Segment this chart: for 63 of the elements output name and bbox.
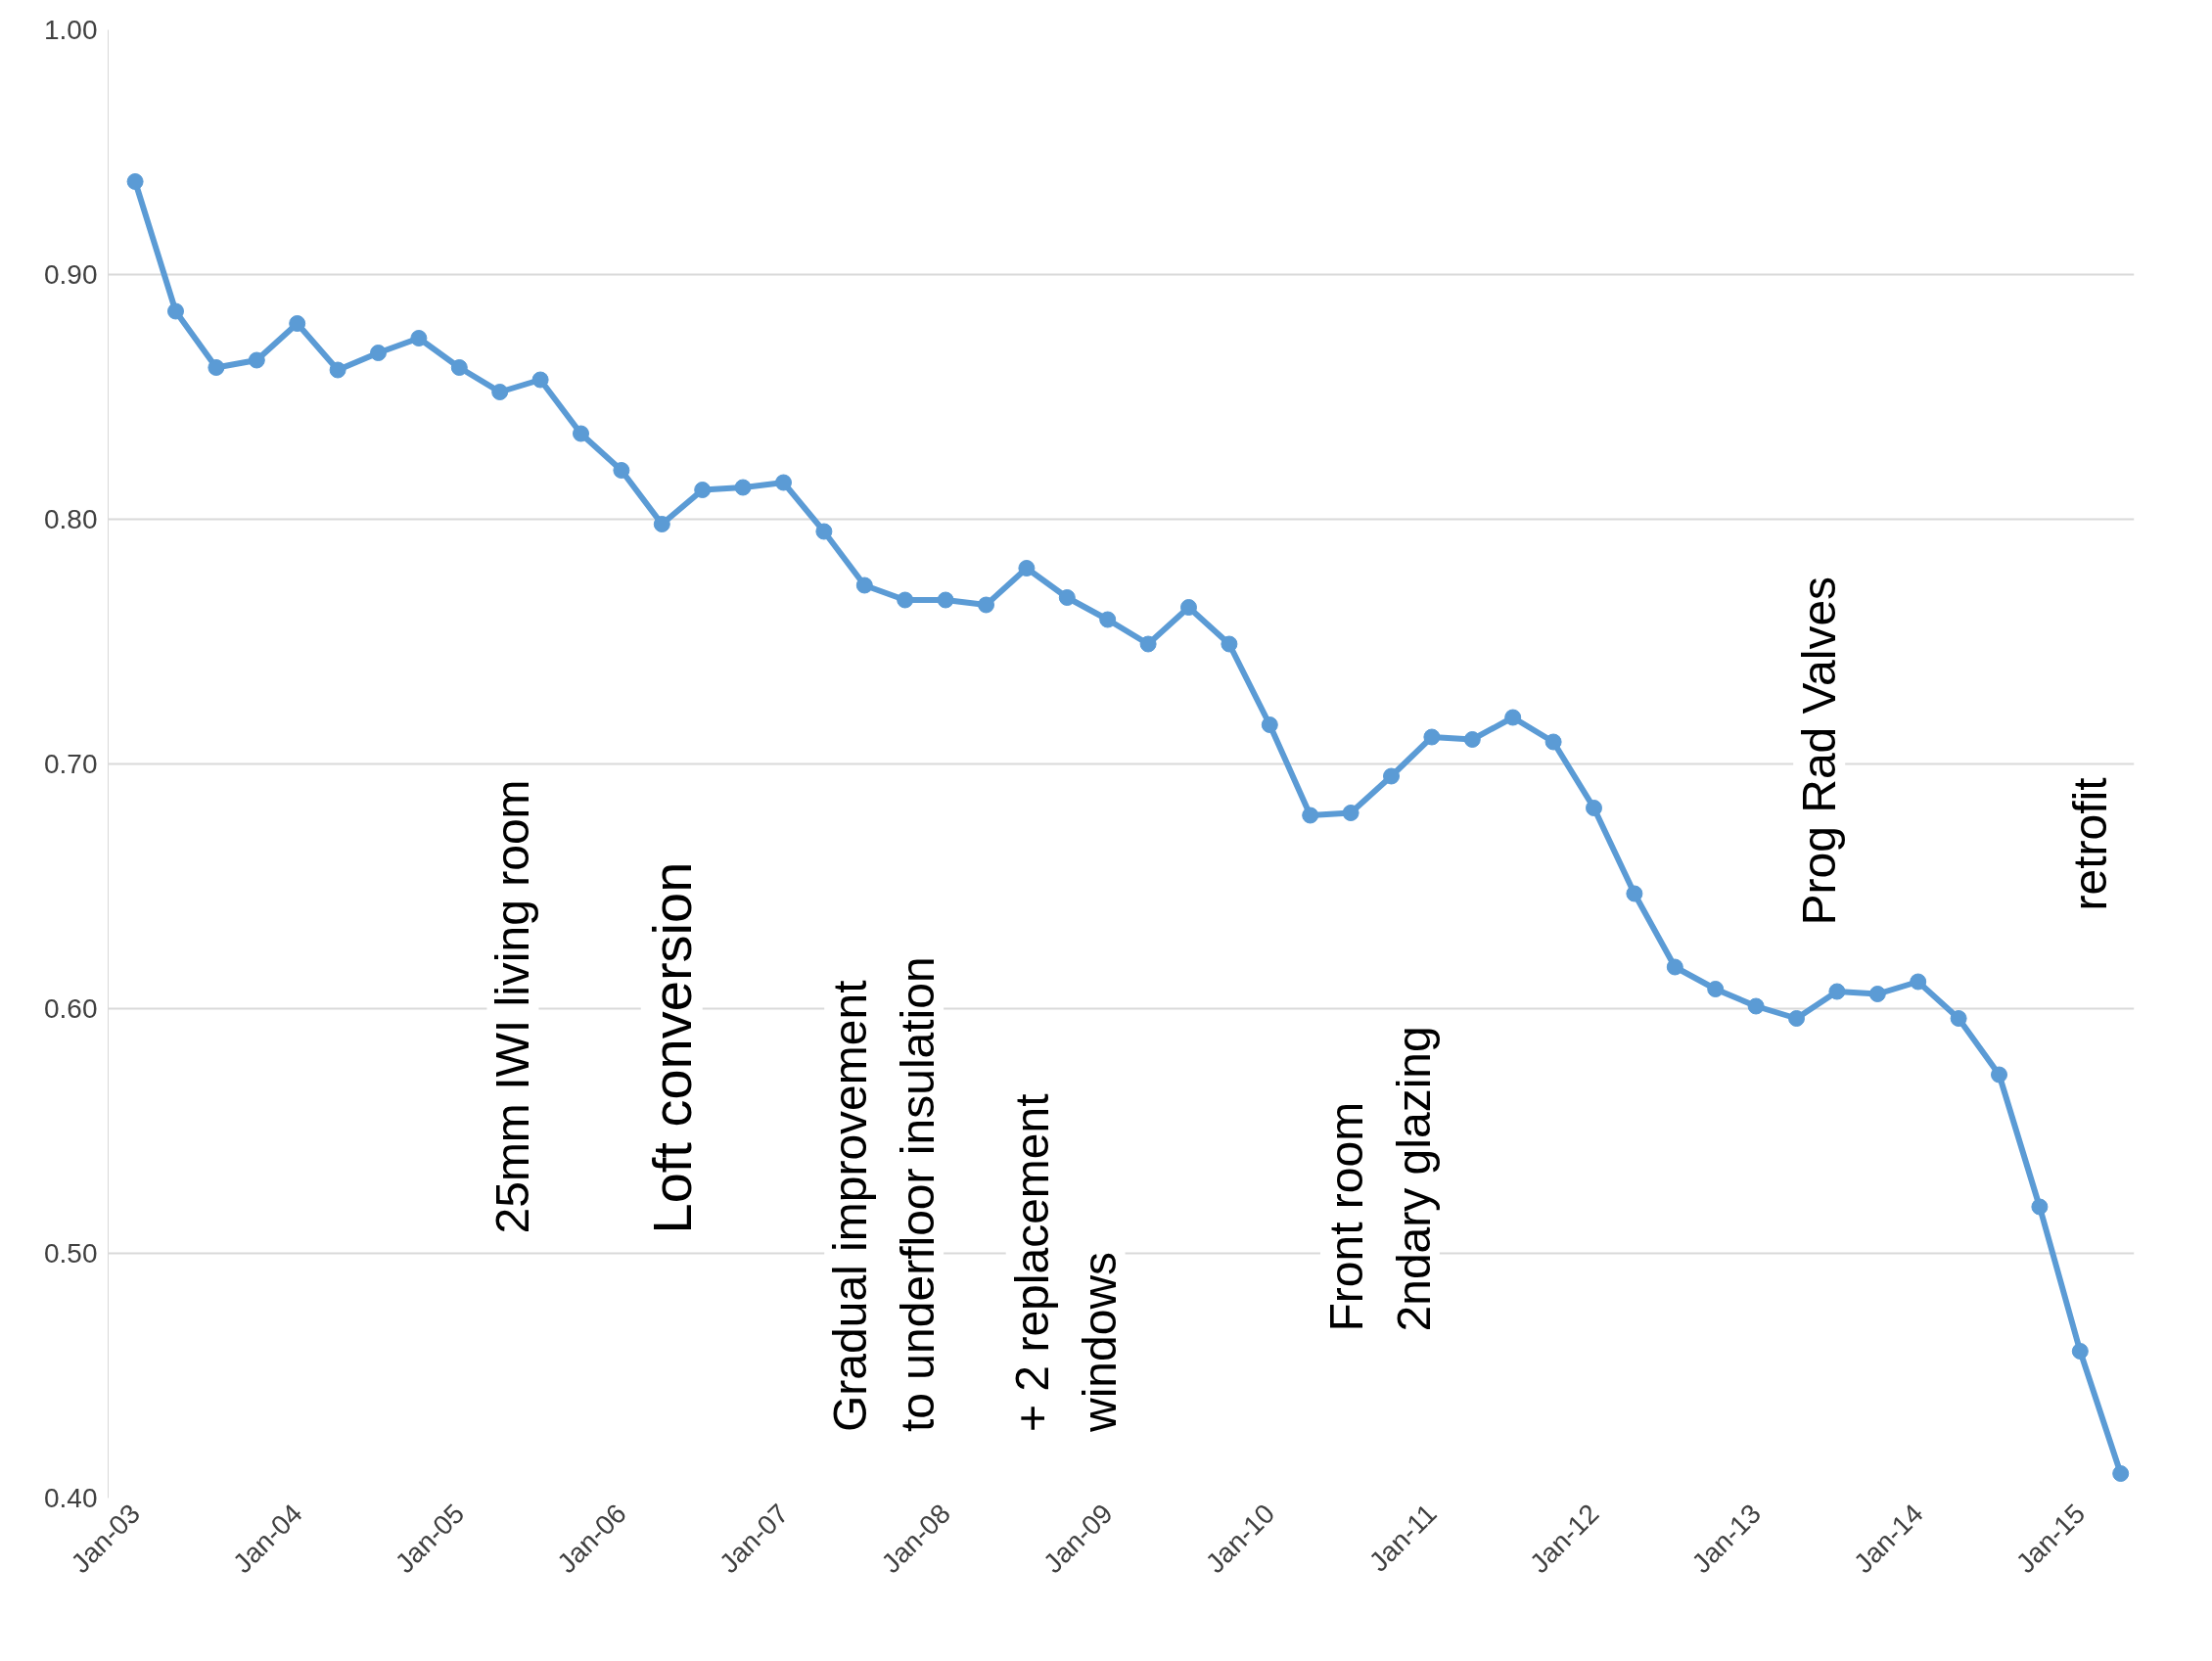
point xyxy=(1180,599,1197,616)
point xyxy=(1058,589,1076,606)
y-tick-label: 0.60 xyxy=(44,993,98,1024)
point xyxy=(1747,997,1765,1015)
point xyxy=(815,523,833,540)
point xyxy=(1868,986,1886,1002)
point xyxy=(978,596,994,614)
point xyxy=(1463,731,1481,748)
point xyxy=(207,359,225,376)
point xyxy=(694,482,712,498)
point xyxy=(1302,807,1319,824)
y-tick-label: 0.70 xyxy=(44,749,98,779)
point xyxy=(855,577,873,594)
point xyxy=(1626,885,1643,902)
point xyxy=(775,474,792,491)
point xyxy=(2112,1465,2130,1482)
y-tick-label: 0.90 xyxy=(44,259,98,290)
point xyxy=(329,361,346,379)
annotation: Prog Rad Valves xyxy=(1793,576,1846,926)
point xyxy=(1221,635,1238,653)
point xyxy=(531,371,549,389)
point xyxy=(1099,611,1117,628)
point xyxy=(248,351,265,369)
annotation: retrofit xyxy=(2063,777,2116,911)
point xyxy=(410,330,428,346)
point xyxy=(1342,805,1359,821)
y-tick-label: 0.50 xyxy=(44,1238,98,1269)
point xyxy=(1139,635,1157,653)
point xyxy=(653,516,670,532)
annotation: 25mm IWI living room xyxy=(486,779,539,1234)
point xyxy=(1991,1066,2007,1084)
point xyxy=(897,591,914,609)
point xyxy=(1950,1010,1967,1027)
y-tick-label: 1.00 xyxy=(44,15,98,45)
point xyxy=(370,345,387,361)
annotation: Loft conversion xyxy=(640,861,703,1234)
annotation: Front room 2ndary glazing xyxy=(1319,1026,1440,1332)
point xyxy=(2071,1343,2089,1360)
point xyxy=(289,315,306,332)
annotation: Gradual improvement to underfloor insulation xyxy=(824,956,945,1432)
point xyxy=(734,479,752,496)
point xyxy=(937,591,954,609)
point xyxy=(1261,716,1278,733)
point xyxy=(126,173,144,190)
annotation: + 2 replacement windows xyxy=(1005,1093,1126,1433)
point xyxy=(1828,983,1846,1000)
point xyxy=(573,425,589,442)
point xyxy=(450,359,468,376)
point xyxy=(1504,709,1522,726)
point xyxy=(167,302,184,320)
point xyxy=(1586,800,1602,816)
point xyxy=(1544,733,1562,751)
point xyxy=(613,462,630,479)
point xyxy=(1383,767,1400,785)
point xyxy=(1707,981,1725,997)
point xyxy=(1018,560,1036,577)
point xyxy=(1423,728,1441,746)
point xyxy=(1788,1010,1805,1027)
point xyxy=(1666,958,1683,976)
point xyxy=(491,384,509,400)
point xyxy=(2031,1198,2049,1216)
point xyxy=(1910,973,1927,991)
y-tick-label: 0.80 xyxy=(44,504,98,534)
